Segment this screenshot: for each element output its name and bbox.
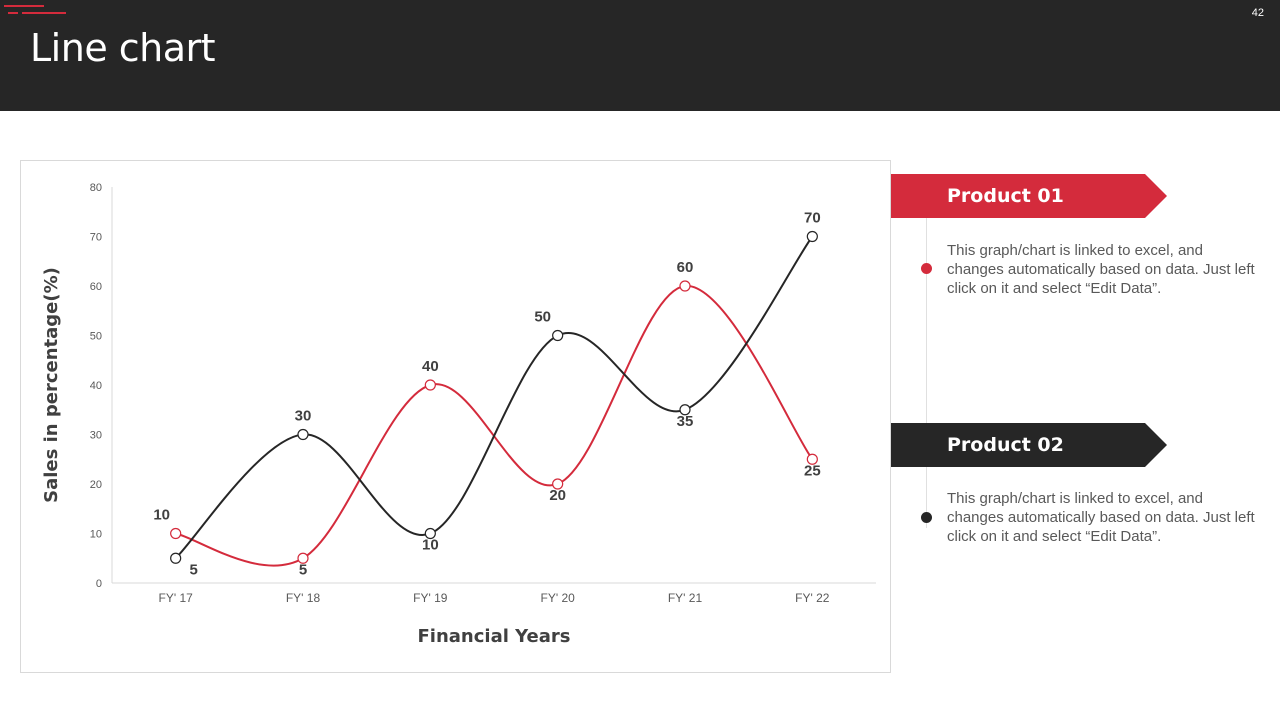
x-tick-label: FY' 20 <box>541 591 576 605</box>
y-tick-label: 50 <box>90 331 102 343</box>
data-label: 10 <box>153 507 170 524</box>
data-label: 25 <box>804 462 821 479</box>
line-chart: 0 10 20 30 40 50 60 70 80 FY' 17 FY' 18 FY' 19 FY' 2… <box>41 182 876 647</box>
y-tick-label: 20 <box>90 479 102 491</box>
x-tick-label: FY' 18 <box>286 591 321 605</box>
data-label: 35 <box>677 413 694 430</box>
y-tick-label: 0 <box>96 578 102 590</box>
page-title: Line chart <box>30 26 216 70</box>
y-tick-label: 60 <box>90 281 102 293</box>
data-label: 30 <box>295 408 312 425</box>
data-point <box>424 379 436 391</box>
legend-label: Product 02 <box>947 434 1064 456</box>
data-point <box>170 552 182 564</box>
legend-dot-product-02 <box>921 512 932 523</box>
legend-description: This graph/chart is linked to excel, and… <box>947 490 1255 545</box>
data-point <box>552 478 564 490</box>
decor-line <box>8 12 18 14</box>
data-label: 5 <box>299 561 307 578</box>
decor-line <box>4 5 44 7</box>
data-point <box>424 527 436 540</box>
y-axis-label: Sales in percentage(%) <box>41 267 62 503</box>
data-point <box>679 404 691 416</box>
data-label: 10 <box>422 537 439 554</box>
banner-shape <box>891 174 1167 218</box>
y-tick-label: 30 <box>90 430 102 442</box>
data-point <box>297 428 309 441</box>
header-bar: Line chart 42 <box>0 0 1280 111</box>
y-tick-label: 40 <box>90 380 102 392</box>
data-point <box>679 280 691 292</box>
y-tick-label: 70 <box>90 232 102 244</box>
data-label: 20 <box>549 487 566 504</box>
x-tick-label: FY' 22 <box>795 591 830 605</box>
data-point <box>552 329 564 342</box>
banner-shape <box>891 423 1167 467</box>
series-line-2 <box>174 235 814 559</box>
legend-dot-product-01 <box>921 263 932 274</box>
page-number: 42 <box>1251 7 1264 19</box>
series-line-1 <box>175 284 814 567</box>
x-axis-label: Financial Years <box>418 626 571 647</box>
x-tick-label: FY' 17 <box>159 591 194 605</box>
data-label: 50 <box>534 309 551 326</box>
data-label: 60 <box>677 259 694 276</box>
legend-description: This graph/chart is linked to excel, and… <box>947 242 1255 297</box>
data-label: 40 <box>422 358 439 375</box>
chart-container: 0 10 20 30 40 50 60 70 80 FY' 17 FY' 18 FY' 19 FY' 2… <box>20 160 891 673</box>
legend-banner-product-02: Product 02 <box>891 423 1167 467</box>
legend-banner-product-01: Product 01 <box>891 174 1167 218</box>
x-tick-label: FY' 19 <box>413 591 448 605</box>
divider-line <box>926 218 927 528</box>
y-tick-label: 10 <box>90 529 102 541</box>
data-point <box>297 552 309 564</box>
x-tick-label: FY' 21 <box>668 591 703 605</box>
decor-line <box>22 12 66 14</box>
y-tick-label: 80 <box>90 182 102 194</box>
data-label: 70 <box>804 210 821 227</box>
data-point <box>806 453 818 465</box>
data-point <box>170 527 182 540</box>
data-label: 5 <box>189 561 197 578</box>
legend-label: Product 01 <box>947 185 1064 207</box>
data-point <box>806 230 818 243</box>
